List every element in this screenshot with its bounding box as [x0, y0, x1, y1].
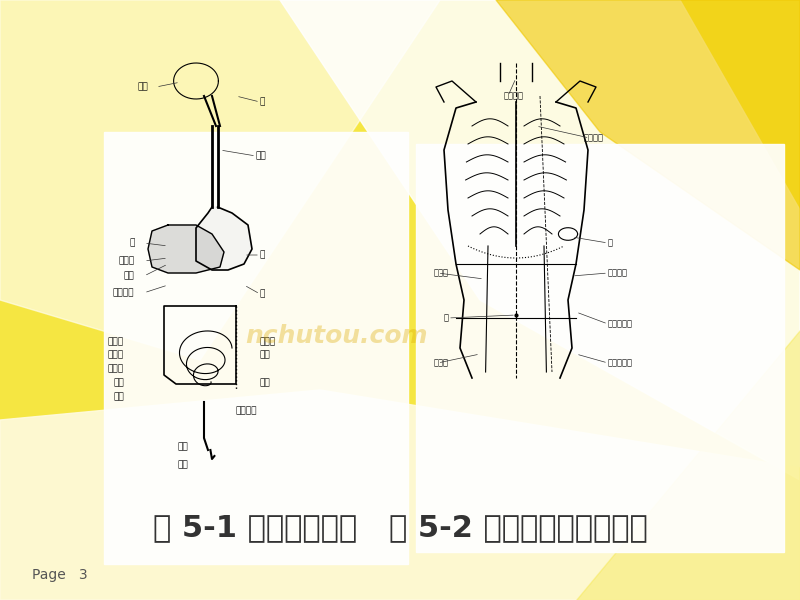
Text: 回盲部: 回盲部: [108, 364, 124, 373]
Polygon shape: [280, 0, 800, 480]
Text: 胆总管: 胆总管: [118, 257, 134, 265]
Text: 左腹外侧区: 左腹外侧区: [608, 319, 633, 329]
Text: 口腔: 口腔: [138, 82, 148, 91]
Text: 食管: 食管: [256, 151, 266, 160]
Text: 图 5-1 消化系统概观   图 5-2 胸腹部标志线和分区: 图 5-1 消化系统概观 图 5-2 胸腹部标志线和分区: [153, 514, 647, 542]
Text: Page   3: Page 3: [32, 568, 88, 582]
Polygon shape: [0, 0, 440, 360]
Text: 盲肠: 盲肠: [114, 379, 124, 388]
Polygon shape: [576, 330, 800, 600]
Text: 肛管: 肛管: [177, 461, 188, 469]
Bar: [416, 144, 784, 552]
Text: 肝: 肝: [129, 238, 134, 247]
Text: 脐: 脐: [444, 313, 449, 323]
Text: 直肠: 直肠: [177, 443, 188, 451]
Polygon shape: [0, 390, 800, 600]
Text: nchutou.com: nchutou.com: [245, 324, 427, 348]
Text: 升结肠: 升结肠: [108, 350, 124, 359]
Text: 降结肠: 降结肠: [260, 337, 276, 346]
Text: 乙状结肠: 乙状结肠: [236, 407, 258, 415]
Text: 脾: 脾: [608, 238, 613, 247]
Text: 咽: 咽: [260, 97, 266, 107]
Text: 十二指肠: 十二指肠: [113, 289, 134, 297]
Text: 阑尾: 阑尾: [114, 392, 124, 402]
Text: 空肠: 空肠: [260, 350, 270, 359]
Text: 腹上区: 腹上区: [434, 269, 449, 277]
Polygon shape: [196, 207, 252, 270]
Text: 前正中线: 前正中线: [504, 91, 524, 100]
Text: 胃: 胃: [260, 251, 266, 259]
Bar: [104, 132, 408, 564]
Text: 胰: 胰: [260, 289, 266, 298]
Text: 回肠: 回肠: [260, 379, 270, 388]
Text: 横结肠: 横结肠: [108, 337, 124, 346]
Text: 左腹股沟区: 左腹股沟区: [608, 358, 633, 367]
Text: 胆囊: 胆囊: [124, 271, 134, 280]
Text: 锁骨中线: 锁骨中线: [584, 133, 604, 142]
Text: 左季肋区: 左季肋区: [608, 269, 628, 277]
Polygon shape: [496, 0, 800, 270]
Text: 腹下区: 腹下区: [434, 358, 449, 367]
Polygon shape: [148, 225, 224, 273]
